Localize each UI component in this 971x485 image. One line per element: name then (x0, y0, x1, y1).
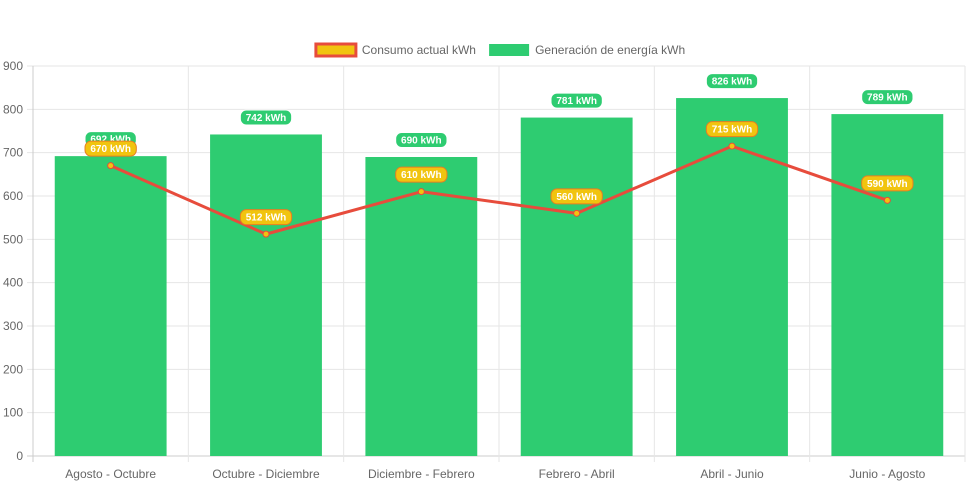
bar (54, 156, 167, 456)
line-point (107, 162, 115, 170)
bar (831, 114, 944, 456)
bar-data-label: 742 kWh (246, 113, 287, 124)
line-point (417, 188, 425, 196)
y-tick-label: 0 (16, 449, 23, 463)
y-tick-label: 700 (3, 146, 23, 160)
bar-data-label: 781 kWh (556, 96, 597, 107)
line-data-label-background (705, 121, 759, 138)
x-tick-label: Febrero - Abril (539, 467, 615, 481)
x-tick-label: Octubre - Diciembre (212, 467, 320, 481)
line-data-label: 590 kWh (867, 179, 908, 190)
y-axis: 0 100 200 300 400 500 600 700 800 900 (3, 59, 23, 463)
y-tick-label: 200 (3, 362, 23, 376)
x-tick-label: Agosto - Octubre (65, 467, 156, 481)
data-labels: 692 kWh 742 kWh 690 kWh 781 kWh 826 kWh 789 k… (84, 73, 914, 226)
bar-data-label: 826 kWh (712, 77, 753, 88)
line-data-label-background (395, 166, 448, 183)
bar-data-label-background (395, 132, 448, 148)
bar (210, 134, 322, 456)
bar-data-label-background (705, 73, 759, 90)
line-data-label-background (861, 175, 914, 192)
line-data-label-background (84, 140, 137, 157)
legend-item: Generación de energía kWh (489, 43, 685, 57)
line-data-label-background (239, 209, 293, 226)
bar-data-label-group: 781 kWh (550, 92, 603, 109)
y-tick-label: 500 (3, 232, 23, 246)
bar (676, 98, 788, 457)
line-data-label-group: 560 kWh (550, 188, 603, 205)
x-axis: Agosto - Octubre Octubre - Diciembre Dicie… (65, 467, 925, 481)
bar-data-label-group: 789 kWh (861, 89, 914, 106)
line-data-label-group: 670 kWh (84, 140, 137, 157)
y-tick-label: 300 (3, 319, 23, 333)
legend-swatch (314, 42, 358, 58)
legend-label: Consumo actual kWh (362, 43, 476, 57)
y-tick-label: 900 (3, 59, 23, 73)
bar-data-label: 690 kWh (401, 136, 442, 147)
bar-data-label-background (239, 109, 293, 126)
line-point (883, 196, 891, 204)
x-tick-label: Diciembre - Febrero (368, 467, 475, 481)
line-data-label: 670 kWh (90, 144, 131, 155)
line-point (262, 230, 270, 238)
bar-data-label-background (861, 89, 914, 106)
line-data-label-background (550, 188, 603, 205)
x-tick-label: Junio - Agosto (849, 467, 925, 481)
bar-data-label: 789 kWh (867, 93, 908, 104)
line-series (107, 142, 891, 238)
bar-data-label-group: 742 kWh (239, 109, 293, 126)
bar-data-label-group: 826 kWh (705, 73, 759, 90)
line-data-label: 610 kWh (401, 170, 442, 181)
y-tick-label: 100 (3, 406, 23, 420)
bar (365, 157, 478, 456)
line-point (573, 209, 581, 217)
bar-data-label-background (550, 92, 603, 109)
grid (27, 65, 966, 462)
line-data-label: 715 kWh (712, 125, 753, 136)
line-data-label-group: 590 kWh (861, 175, 914, 192)
line-data-label-group: 610 kWh (395, 166, 448, 183)
line-data-label-group: 512 kWh (239, 209, 293, 226)
line-data-label: 512 kWh (246, 213, 287, 224)
x-tick-label: Abril - Junio (700, 467, 764, 481)
y-tick-label: 600 (3, 189, 23, 203)
legend-label: Generación de energía kWh (535, 43, 685, 57)
bars (54, 98, 944, 457)
legend-swatch (489, 44, 530, 56)
legend: Consumo actual kWh Generación de energía … (314, 42, 685, 58)
line-data-label-group: 715 kWh (705, 121, 759, 138)
series-line (110, 144, 888, 236)
bar-data-label: 692 kWh (90, 135, 131, 146)
bar (520, 117, 633, 457)
y-tick-label: 400 (3, 276, 23, 290)
line-point (728, 142, 736, 150)
y-tick-label: 800 (3, 102, 23, 116)
bar-data-label-group: 690 kWh (395, 132, 448, 148)
line-data-label: 560 kWh (556, 192, 597, 203)
legend-item: Consumo actual kWh (314, 42, 476, 58)
